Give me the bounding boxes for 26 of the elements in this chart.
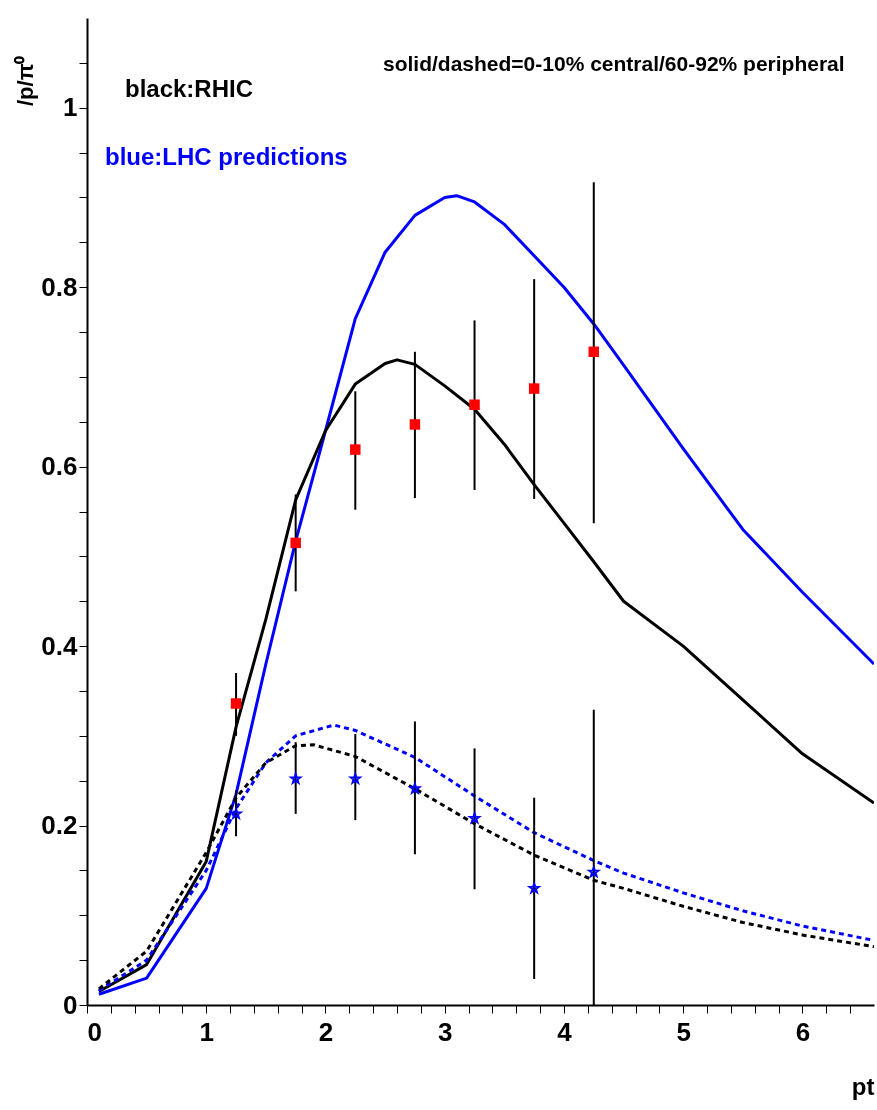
point [528,383,540,394]
point [230,698,242,709]
point [588,346,600,358]
point [409,419,421,430]
x-tick-label: 6 [795,1016,811,1047]
x-tick-label: 3 [437,1016,453,1047]
x-tick-label: 1 [199,1016,214,1047]
point [469,399,480,410]
y-tick-label: 0.2 [41,810,78,841]
y-tick-label: 0.8 [41,271,78,302]
point [350,444,361,455]
annotation: blue:LHC predictions [105,143,348,170]
x-tick-label: 5 [676,1016,691,1047]
y-tick-label: 0.4 [41,630,79,661]
y-axis-title: /p/π⁰ [12,55,38,107]
point [290,537,301,549]
y-tick-label: 1 [63,92,78,123]
annotation: black:RHIC [125,75,254,102]
y-tick-label: 0 [63,989,78,1020]
y-tick-label: 0.6 [41,451,78,482]
line-series [97,194,874,996]
x-tick-label: 2 [318,1016,334,1047]
x-axis-title: pt [851,1072,875,1100]
x-tick-label: 0 [87,1016,102,1047]
annotation: solid/dashed=0-10% central/60-92% peripheral [383,52,845,75]
x-tick-label: 4 [557,1016,573,1047]
